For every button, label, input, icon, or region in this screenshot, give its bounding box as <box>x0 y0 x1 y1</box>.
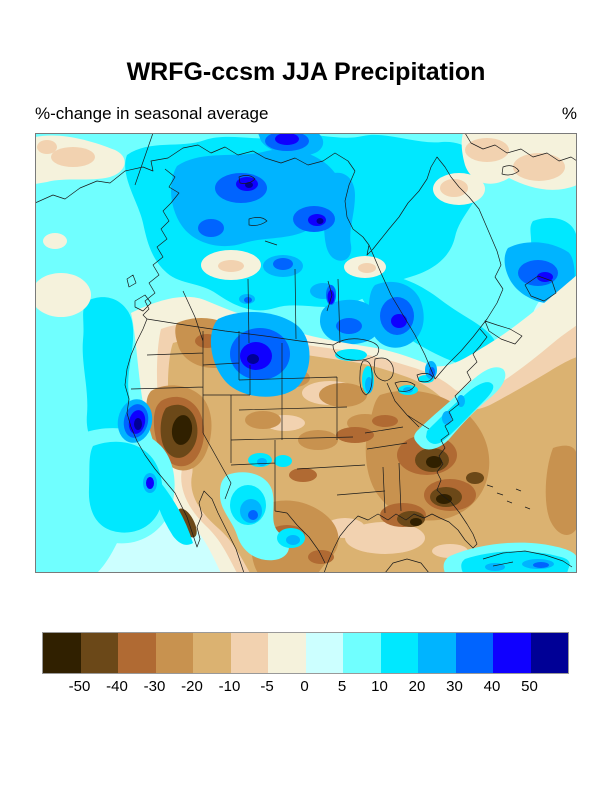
colorbar-cell <box>530 633 568 673</box>
colorbar-label: 50 <box>521 678 538 695</box>
colorbar-label: -10 <box>218 678 241 695</box>
colorbar-labels: -50 -40 -30 -20 -10 -5 0 5 10 20 30 40 50 <box>42 678 567 696</box>
colorbar-cell <box>455 633 493 673</box>
colorbar-label: 30 <box>446 678 463 695</box>
colorbar-cell <box>118 633 156 673</box>
colorbar-cell <box>418 633 456 673</box>
subtitle-row: %-change in seasonal average % <box>35 104 577 124</box>
colorbar-cell <box>230 633 268 673</box>
colorbar-cell <box>380 633 418 673</box>
units-label: % <box>561 104 577 123</box>
colorbar-cell <box>343 633 381 673</box>
colorbar-label: -40 <box>106 678 128 695</box>
precipitation-map <box>35 133 577 573</box>
colorbar-label: -50 <box>68 678 91 695</box>
map-frame <box>35 133 577 573</box>
colorbar-label: -30 <box>143 678 166 695</box>
colorbar <box>42 632 569 674</box>
colorbar-cell <box>268 633 306 673</box>
colorbar-label: 0 <box>300 678 309 695</box>
subtitle-left: %-change in seasonal average <box>35 104 269 123</box>
colorbar-cell <box>493 633 531 673</box>
colorbar-cell <box>193 633 231 673</box>
colorbar-cell <box>155 633 193 673</box>
colorbar-label: -5 <box>260 678 274 695</box>
colorbar-cell <box>305 633 343 673</box>
colorbar-label: 10 <box>371 678 388 695</box>
contour-field-wet-anomalies <box>78 294 577 573</box>
map-svg <box>35 133 577 573</box>
colorbar-label: 40 <box>483 678 501 695</box>
colorbar-label: 5 <box>337 678 347 695</box>
colorbar-label: 20 <box>408 678 426 695</box>
figure-title: WRFG-ccsm JJA Precipitation <box>126 58 486 86</box>
colorbar-label: -20 <box>181 678 203 695</box>
boundaries-layer <box>35 133 577 573</box>
colorbar-cell <box>80 633 118 673</box>
colorbar-cell <box>43 633 81 673</box>
